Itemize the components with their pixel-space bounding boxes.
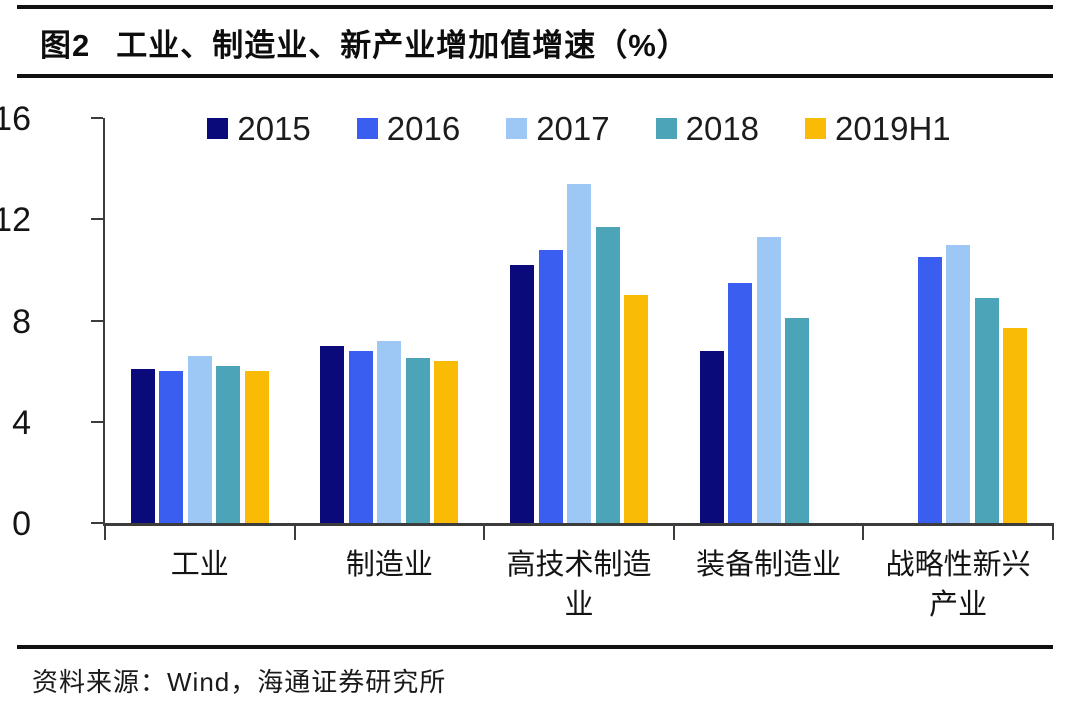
x-axis-label-战略性新兴产业: 战略性新兴产业 (885, 549, 1031, 622)
legend-label: 2018 (685, 110, 760, 147)
bar-2018-制造业 (405, 358, 430, 523)
y-axis-line (103, 118, 105, 525)
x-axis-tick (483, 526, 486, 540)
y-axis-tick-label: 0 (12, 505, 31, 543)
x-axis-tick (1052, 526, 1054, 540)
bar-2018-战略性新兴产业 (974, 297, 999, 523)
y-axis-tick-label: 8 (12, 302, 31, 341)
legend-item-2015: 2015 (207, 110, 311, 147)
title-divider-rule (17, 74, 1053, 78)
y-axis-tick-label: 12 (0, 201, 31, 240)
figure-number: 图2 (40, 28, 91, 63)
legend-label: 2016 (386, 110, 461, 147)
x-axis-tick (862, 526, 865, 540)
x-axis-label-工业: 工业 (170, 549, 229, 581)
bar-2016-高技术制造业 (538, 249, 563, 523)
bar-2015-制造业 (320, 345, 345, 523)
legend-item-2016: 2016 (356, 110, 461, 147)
source-note: 资料来源：Wind，海通证券研究所 (32, 667, 447, 697)
bar-chart-plot-area: 0 4 8 12 16 (0, 102, 1054, 541)
y-axis-tick (91, 117, 103, 119)
x-axis-labels: 工业 制造业 高技术制造业 装备制造业 战略性新兴产业 (105, 545, 1053, 635)
legend-label: 2017 (536, 110, 610, 147)
bar-2018-装备制造业 (785, 317, 810, 523)
bar-2017-战略性新兴产业 (946, 244, 971, 523)
bar-2016-制造业 (348, 350, 373, 523)
bar-2017-高技术制造业 (567, 183, 591, 523)
bar-2017-制造业 (377, 340, 402, 523)
y-axis-tick (91, 319, 103, 322)
bottom-rule (17, 645, 1053, 649)
legend-swatch-icon (655, 118, 677, 139)
bar-2019H1-战略性新兴产业 (1003, 328, 1028, 523)
bar-2018-工业 (216, 366, 241, 523)
y-axis-tick (91, 420, 103, 423)
bar-2017-工业 (187, 355, 212, 523)
top-rule (17, 5, 1053, 9)
x-axis-tick (293, 526, 296, 540)
x-axis-tick (672, 526, 675, 540)
bar-2016-战略性新兴产业 (917, 257, 942, 523)
x-axis-label-制造业: 制造业 (345, 549, 433, 581)
x-axis-label-高技术制造业: 高技术制造业 (506, 549, 652, 622)
bar-2018-高技术制造业 (595, 226, 620, 523)
bar-2017-装备制造业 (756, 236, 781, 523)
bar-2015-高技术制造业 (510, 264, 534, 523)
bar-2015-工业 (130, 368, 155, 523)
chart-legend: 2015 2016 2017 2018 2019H1 (105, 112, 1053, 145)
x-axis-label-装备制造业: 装备制造业 (696, 549, 842, 581)
y-axis-tick (91, 218, 103, 221)
bar-2016-装备制造业 (728, 282, 753, 523)
y-axis-tick (91, 522, 103, 524)
legend-label: 2019H1 (835, 110, 951, 147)
y-axis-tick-label: 16 (0, 100, 31, 138)
figure-title: 图2 工业、制造业、新产业增加值增速（%） (40, 20, 1040, 65)
x-axis-line (103, 523, 1054, 526)
bar-2019H1-工业 (244, 371, 269, 523)
legend-swatch-icon (356, 118, 378, 139)
legend-item-2019H1: 2019H1 (805, 112, 951, 145)
legend-swatch-icon (207, 118, 229, 139)
x-axis-tick (104, 526, 106, 540)
bar-2015-装备制造业 (699, 350, 724, 523)
bar-2019H1-制造业 (434, 361, 459, 523)
bar-2019H1-高技术制造业 (624, 295, 648, 523)
legend-item-2017: 2017 (506, 110, 610, 147)
legend-swatch-icon (506, 118, 528, 139)
legend-item-2018: 2018 (655, 110, 760, 147)
bar-2016-工业 (159, 371, 184, 523)
legend-label: 2015 (237, 110, 311, 147)
legend-swatch-icon (805, 118, 827, 139)
figure-title-text: 工业、制造业、新产业增加值增速（%） (116, 28, 689, 63)
y-axis-tick-label: 4 (12, 403, 31, 442)
